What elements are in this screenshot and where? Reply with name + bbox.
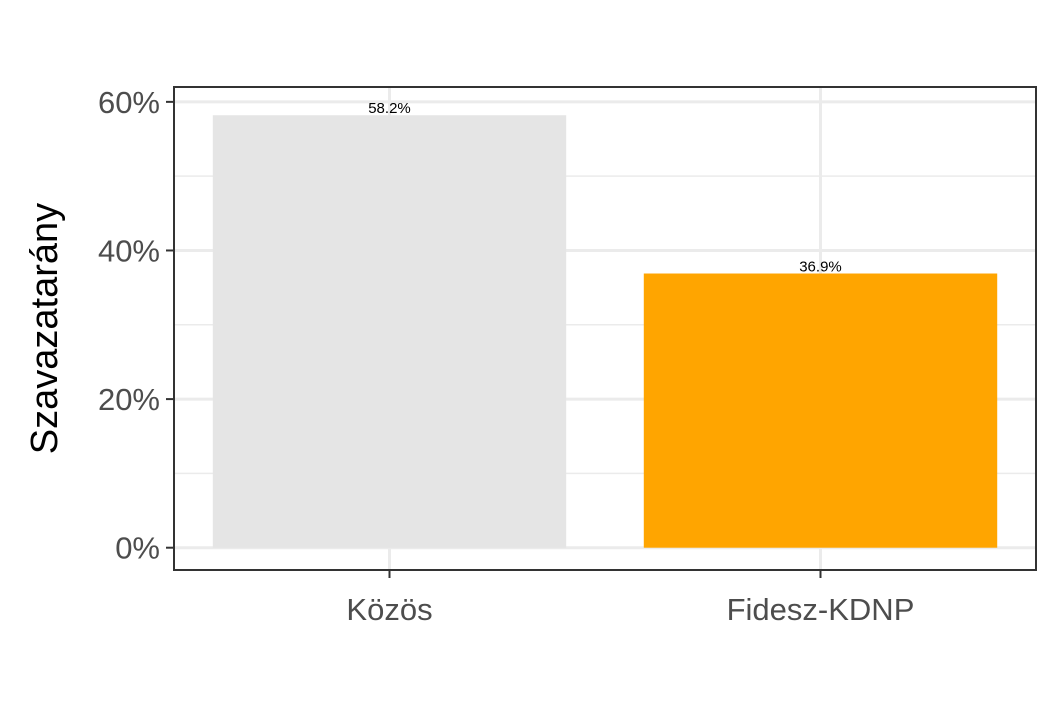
data-labels: 58.2% 36.9% (368, 100, 842, 275)
x-axis-ticks: Közös Fidesz-KDNP (346, 570, 914, 627)
y-tick-label: 60% (98, 85, 160, 120)
bar (212, 115, 567, 548)
bar (643, 273, 998, 548)
bars (212, 115, 998, 548)
y-axis-title: Szavazatarány (24, 203, 66, 454)
y-tick-label: 20% (98, 382, 160, 417)
panel-border (173, 86, 1037, 571)
bar-data-label: 36.9% (799, 259, 842, 276)
y-tick-label: 0% (115, 531, 160, 566)
y-tick-label: 40% (98, 233, 160, 268)
bar-data-label: 58.2% (368, 100, 411, 117)
x-tick-label: Fidesz-KDNP (727, 592, 915, 627)
x-tick-label: Közös (346, 592, 432, 627)
y-axis-ticks: 0% 20% 40% 60% (98, 85, 174, 566)
